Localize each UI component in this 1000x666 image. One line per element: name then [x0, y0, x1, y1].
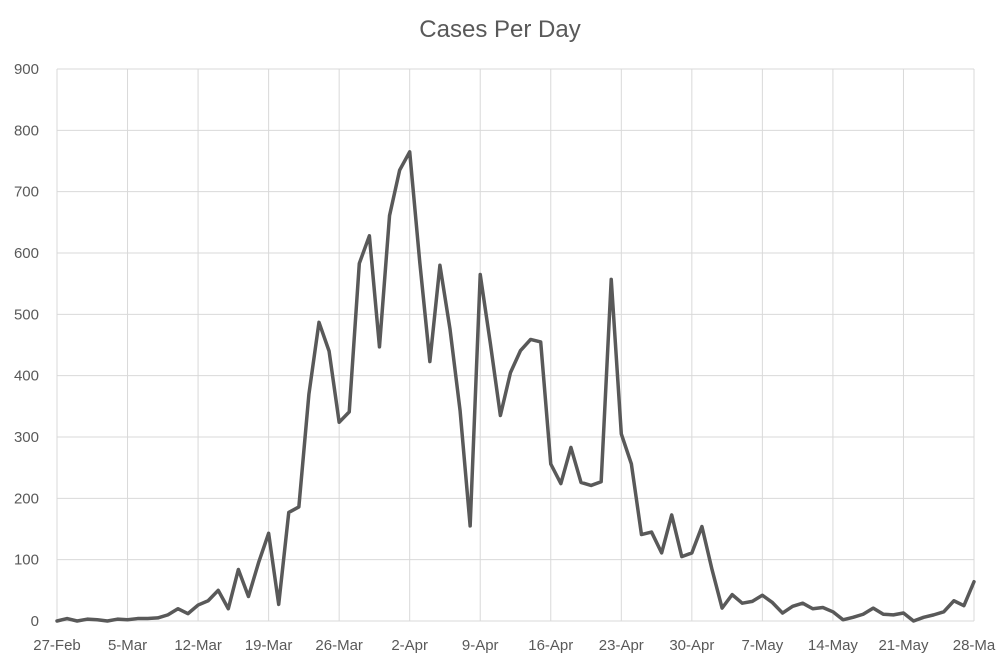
- series-layer: [55, 150, 976, 623]
- x-tick-label: 5-Mar: [108, 637, 147, 654]
- x-tick-label: 26-Mar: [315, 637, 363, 654]
- x-tick-label: 21-May: [878, 637, 929, 654]
- x-tick-label: 9-Apr: [462, 637, 499, 654]
- y-tick-label: 100: [14, 552, 39, 569]
- y-tick-label: 800: [14, 122, 39, 139]
- y-tick-label: 200: [14, 490, 39, 507]
- x-tick-label: 7-May: [742, 637, 784, 654]
- series-line: [55, 150, 976, 623]
- x-tick-label: 16-Apr: [528, 637, 573, 654]
- x-tick-label: 19-Mar: [245, 637, 293, 654]
- x-tick-label: 23-Apr: [599, 637, 644, 654]
- x-tick-label: 30-Apr: [669, 637, 714, 654]
- x-tick-label: 14-May: [808, 637, 859, 654]
- y-axis-tick-labels: 0 100 200 300 400 500 600 700 800 900: [14, 61, 39, 630]
- y-tick-label: 300: [14, 429, 39, 446]
- y-tick-label: 700: [14, 184, 39, 201]
- y-tick-label: 900: [14, 61, 39, 78]
- x-axis-tick-labels: 27-Feb 5-Mar 12-Mar 19-Mar 26-Mar 2-Apr 9-Apr 1…: [33, 637, 996, 654]
- y-tick-label: 0: [31, 613, 39, 630]
- grid-lines: [56, 68, 975, 621]
- x-tick-label: 27-Feb: [33, 637, 81, 654]
- x-tick-label: 28-Ma: [953, 637, 996, 654]
- y-tick-label: 500: [14, 306, 39, 323]
- y-tick-label: 400: [14, 368, 39, 385]
- y-tick-label: 600: [14, 245, 39, 262]
- x-tick-label: 2-Apr: [391, 637, 428, 654]
- x-tick-label: 12-Mar: [174, 637, 222, 654]
- chart-title: Cases Per Day: [419, 16, 581, 43]
